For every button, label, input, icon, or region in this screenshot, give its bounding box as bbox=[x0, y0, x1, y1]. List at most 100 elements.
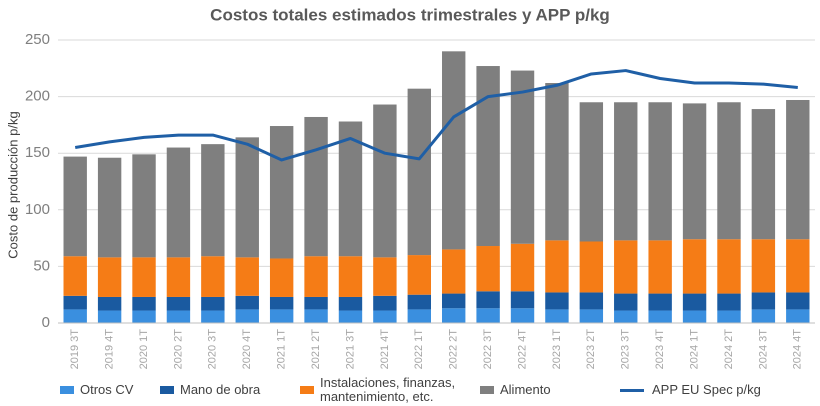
bar-segment bbox=[338, 121, 363, 257]
x-tick-label: 2022 3T bbox=[482, 329, 494, 370]
x-tick-label: 2021 4T bbox=[379, 329, 391, 370]
y-tick-label: 50 bbox=[33, 257, 50, 274]
legend-item: Instalaciones, finanzas, mantenimiento, … bbox=[300, 376, 465, 404]
bar-segment bbox=[166, 310, 191, 323]
bar-segment bbox=[407, 309, 431, 323]
bar-segment bbox=[442, 293, 466, 309]
bar-segment bbox=[510, 308, 535, 323]
x-tick-label: 2019 4T bbox=[104, 329, 116, 370]
bar-segment bbox=[510, 70, 535, 244]
bar-segment bbox=[442, 249, 466, 294]
x-tick-label: 2023 3T bbox=[620, 329, 632, 370]
bar-segment bbox=[373, 257, 397, 296]
bar-segment bbox=[304, 116, 328, 257]
bar-segment bbox=[373, 104, 397, 258]
bar-segment bbox=[338, 310, 363, 323]
bar-segment bbox=[269, 258, 294, 297]
x-tick-label: 2022 2T bbox=[448, 329, 460, 370]
bar-segment bbox=[407, 294, 431, 310]
bar-segment bbox=[304, 296, 328, 310]
bar-segment bbox=[63, 309, 87, 323]
bar-segment bbox=[132, 257, 156, 297]
bar-segment bbox=[97, 296, 122, 311]
y-tick-label: 200 bbox=[25, 88, 50, 105]
line-series bbox=[74, 69, 798, 162]
x-tick-label: 2023 2T bbox=[585, 329, 597, 370]
legend-label: APP EU Spec p/kg bbox=[652, 382, 761, 397]
bar-segment bbox=[648, 293, 672, 311]
bar-segment bbox=[132, 154, 156, 258]
bar-segment bbox=[304, 256, 328, 297]
bar-segment bbox=[304, 309, 328, 323]
bar-segment bbox=[235, 295, 259, 310]
bar-segment bbox=[682, 293, 707, 311]
bar-segment bbox=[579, 292, 604, 310]
bar-segment bbox=[442, 308, 466, 323]
bar-segment bbox=[545, 240, 569, 293]
bar-segment bbox=[269, 309, 294, 323]
legend-item: Otros CV bbox=[60, 383, 170, 397]
bar-segment bbox=[235, 257, 259, 296]
legend: Otros CV Mano de obra Instalaciones, finan… bbox=[0, 376, 820, 406]
bar-segment bbox=[166, 147, 191, 258]
x-tick-label: 2021 1T bbox=[276, 329, 288, 370]
bar-segment bbox=[235, 137, 259, 258]
bar-segment bbox=[717, 239, 741, 294]
bar-segment bbox=[579, 309, 604, 323]
bar-segment bbox=[442, 51, 466, 250]
legend-swatch bbox=[300, 386, 314, 394]
bar-segment bbox=[648, 310, 672, 323]
bar-segment bbox=[510, 291, 535, 309]
x-tick-label: 2024 1T bbox=[688, 329, 700, 370]
x-tick-label: 2022 1T bbox=[413, 329, 425, 370]
bar-segment bbox=[97, 310, 122, 323]
x-tick-label: 2019 3T bbox=[69, 329, 81, 370]
y-tick-label: 0 bbox=[42, 314, 50, 331]
x-tick-label: 2021 2T bbox=[310, 329, 322, 370]
bar-segment bbox=[63, 256, 87, 296]
x-tick-label: 2020 3T bbox=[207, 329, 219, 370]
bar-segment bbox=[407, 255, 431, 295]
x-tick-label: 2024 2T bbox=[723, 329, 735, 370]
bar-segment bbox=[97, 157, 122, 258]
x-tick-label: 2022 4T bbox=[516, 329, 528, 370]
bar-segment bbox=[682, 239, 707, 294]
bar-segment bbox=[235, 309, 259, 323]
bar-segment bbox=[717, 293, 741, 311]
bar-segment bbox=[338, 256, 363, 297]
legend-item: APP EU Spec p/kg bbox=[620, 383, 800, 397]
bar-segment bbox=[166, 257, 191, 297]
legend-item: Mano de obra bbox=[160, 383, 300, 397]
bar-segment bbox=[269, 126, 294, 259]
bar-segment bbox=[545, 309, 569, 323]
bar-segment bbox=[373, 310, 397, 323]
bar-segment bbox=[786, 239, 810, 293]
legend-item: Alimento bbox=[480, 383, 600, 397]
legend-label: Alimento bbox=[500, 382, 551, 397]
bar-segment bbox=[579, 241, 604, 293]
bar-segment bbox=[201, 296, 225, 311]
legend-label: Mano de obra bbox=[180, 382, 261, 397]
bar-segment bbox=[373, 295, 397, 311]
y-tick-label: 250 bbox=[25, 31, 50, 48]
bar-segment bbox=[682, 310, 707, 323]
bar-segment bbox=[476, 246, 500, 292]
bar-segment bbox=[63, 295, 87, 310]
bar-segment bbox=[545, 292, 569, 310]
legend-label: Otros CV bbox=[80, 382, 134, 397]
bar-segment bbox=[545, 83, 569, 241]
bar-segment bbox=[579, 102, 604, 242]
x-tick-label: 2024 4T bbox=[792, 329, 804, 370]
bar-segment bbox=[648, 240, 672, 294]
bar-segment bbox=[614, 310, 638, 323]
bar-segment bbox=[751, 292, 776, 310]
bar-segment bbox=[717, 310, 741, 323]
y-axis-label: Costo de producción p/kg bbox=[5, 111, 20, 258]
bar-segment bbox=[476, 308, 500, 323]
y-tick-label: 150 bbox=[25, 144, 50, 161]
legend-swatch bbox=[60, 386, 74, 394]
bar-segment bbox=[201, 310, 225, 323]
bar-segment bbox=[510, 243, 535, 292]
x-tick-label: 2024 3T bbox=[757, 329, 769, 370]
